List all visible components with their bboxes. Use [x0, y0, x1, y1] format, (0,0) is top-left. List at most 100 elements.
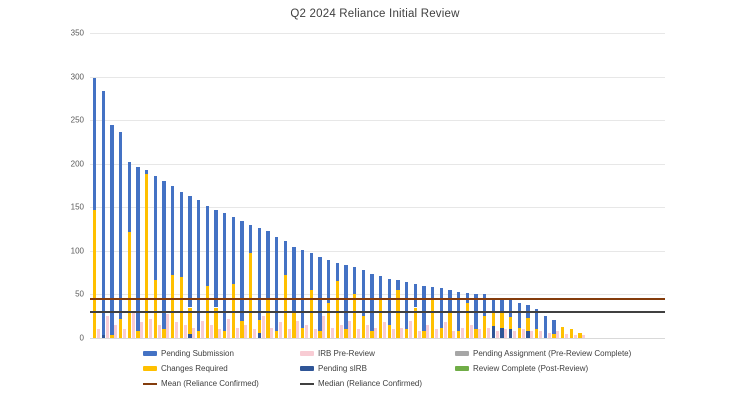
- bar-51-changes-required: [526, 317, 530, 332]
- bar-24-irb-pre-review: [296, 320, 300, 338]
- bar-33-irb-pre-review: [374, 327, 378, 338]
- gridline-350: [90, 33, 665, 34]
- legend-label-median: Median (Reliance Confirmed): [318, 379, 423, 388]
- bar-49-pending-submission: [509, 299, 513, 318]
- legend-label-review-complete: Review Complete (Post-Review): [473, 364, 589, 373]
- bar-42-pending-submission: [448, 290, 452, 312]
- bar-31-irb-pre-review: [357, 329, 360, 338]
- bar-18-pending-submission: [240, 221, 244, 321]
- gridline-150: [90, 207, 665, 209]
- bar-55-changes-required: [561, 326, 565, 338]
- gridline-100: [90, 250, 665, 252]
- bar-5-irb-pre-review: [131, 311, 135, 338]
- bar-40-changes-required: [431, 298, 435, 338]
- bar-25-changes-required: [301, 327, 305, 338]
- bar-47-changes-required: [491, 311, 495, 326]
- bar-43-irb-pre-review: [461, 327, 464, 338]
- bar-20-pending-submission: [257, 228, 261, 320]
- y-tick-label-100: 100: [70, 246, 84, 256]
- bar-39-changes-required: [422, 331, 426, 338]
- bar-33-pending-submission: [370, 273, 374, 331]
- bar-5-pending-submission: [127, 161, 131, 232]
- bar-35-changes-required: [387, 324, 391, 338]
- bar-47-pending-submission: [491, 297, 495, 312]
- bar-46-pending-submission: [483, 294, 487, 317]
- bar-43-changes-required: [457, 331, 461, 338]
- bar-39-pending-submission: [422, 285, 426, 331]
- bar-17-irb-pre-review: [235, 327, 239, 338]
- bar-36-irb-pre-review: [400, 327, 404, 338]
- bar-50-pending-submission: [517, 303, 521, 328]
- legend-label-changes-required: Changes Required: [161, 364, 228, 373]
- bar-14-irb-pre-review: [209, 324, 213, 338]
- bar-53-irb-pre-review: [547, 332, 551, 338]
- bar-8-irb-pre-review: [157, 324, 161, 338]
- gridline-50: [90, 294, 665, 296]
- bar-22-pending-submission: [275, 236, 279, 332]
- bar-35-pending-submission: [387, 278, 391, 325]
- bar-33-changes-required: [370, 331, 374, 338]
- legend-swatch-pending-submission: [143, 351, 157, 356]
- bar-13-irb-pre-review: [201, 320, 204, 338]
- bar-4-irb-pre-review: [123, 329, 126, 338]
- bar-56-changes-required: [569, 329, 573, 338]
- bar-30-pending-submission: [344, 264, 348, 330]
- bar-44-changes-required: [465, 303, 469, 338]
- bar-3-pending-submission: [110, 124, 114, 336]
- bar-4-pending-submission: [119, 132, 123, 319]
- bar-51-pending-sirb: [526, 331, 530, 338]
- bar-53-pending-submission: [543, 316, 547, 338]
- bar-6-irb-pre-review: [140, 322, 144, 338]
- bar-42-changes-required: [448, 311, 452, 338]
- bar-49-irb-pre-review: [513, 331, 516, 338]
- bar-26-changes-required: [309, 290, 313, 338]
- bar-23-irb-pre-review: [287, 329, 291, 338]
- bar-29-pending-submission: [335, 263, 339, 282]
- bar-10-irb-pre-review: [175, 322, 178, 338]
- bar-45-irb-pre-review: [478, 329, 482, 338]
- bar-46-irb-pre-review: [487, 327, 490, 338]
- legend-item-pending-sirb: Pending sIRB: [300, 361, 422, 376]
- bar-57-irb-pre-review: [582, 335, 586, 338]
- bar-6-changes-required: [136, 331, 140, 338]
- bar-15-changes-required: [214, 307, 218, 338]
- bar-39-irb-pre-review: [426, 324, 430, 338]
- bar-29-irb-pre-review: [339, 324, 343, 338]
- bar-30-irb-pre-review: [348, 320, 352, 338]
- bar-34-pending-submission: [379, 276, 383, 299]
- bar-34-changes-required: [379, 298, 383, 338]
- y-tick-label-350: 350: [70, 28, 84, 38]
- y-tick-label-200: 200: [70, 159, 84, 169]
- bar-41-pending-submission: [439, 288, 443, 328]
- bar-16-irb-pre-review: [227, 318, 230, 338]
- bar-15-irb-pre-review: [218, 329, 222, 338]
- bar-24-changes-required: [292, 311, 296, 338]
- gridline-0: [90, 338, 665, 339]
- legend-swatch-changes-required: [143, 366, 157, 371]
- bar-54-irb-pre-review: [556, 331, 560, 338]
- bar-14-pending-submission: [205, 205, 209, 286]
- bar-25-pending-submission: [301, 249, 305, 328]
- bar-2-irb-pre-review: [105, 316, 109, 338]
- bar-22-irb-pre-review: [279, 322, 282, 338]
- bar-45-changes-required: [474, 329, 478, 338]
- bar-56-irb-pre-review: [573, 334, 577, 338]
- bar-50-changes-required: [517, 327, 521, 338]
- bar-48-irb-pre-review: [504, 329, 508, 338]
- bar-49-pending-sirb: [509, 329, 513, 338]
- legend-label-pending-submission: Pending Submission: [161, 349, 234, 358]
- bar-47-pending-sirb: [491, 325, 495, 338]
- bar-40-irb-pre-review: [435, 329, 438, 338]
- bar-37-pending-submission: [405, 282, 409, 330]
- bar-54-changes-required: [552, 333, 556, 338]
- bar-36-changes-required: [396, 290, 400, 338]
- bar-36-pending-submission: [396, 280, 400, 291]
- bar-44-irb-pre-review: [469, 324, 473, 338]
- bar-32-changes-required: [361, 316, 365, 338]
- bar-21-pending-submission: [266, 230, 270, 299]
- bar-37-irb-pre-review: [409, 320, 412, 338]
- bar-9-pending-submission: [162, 181, 166, 330]
- bar-5-changes-required: [127, 231, 131, 338]
- bar-2-pending-sirb: [101, 335, 105, 338]
